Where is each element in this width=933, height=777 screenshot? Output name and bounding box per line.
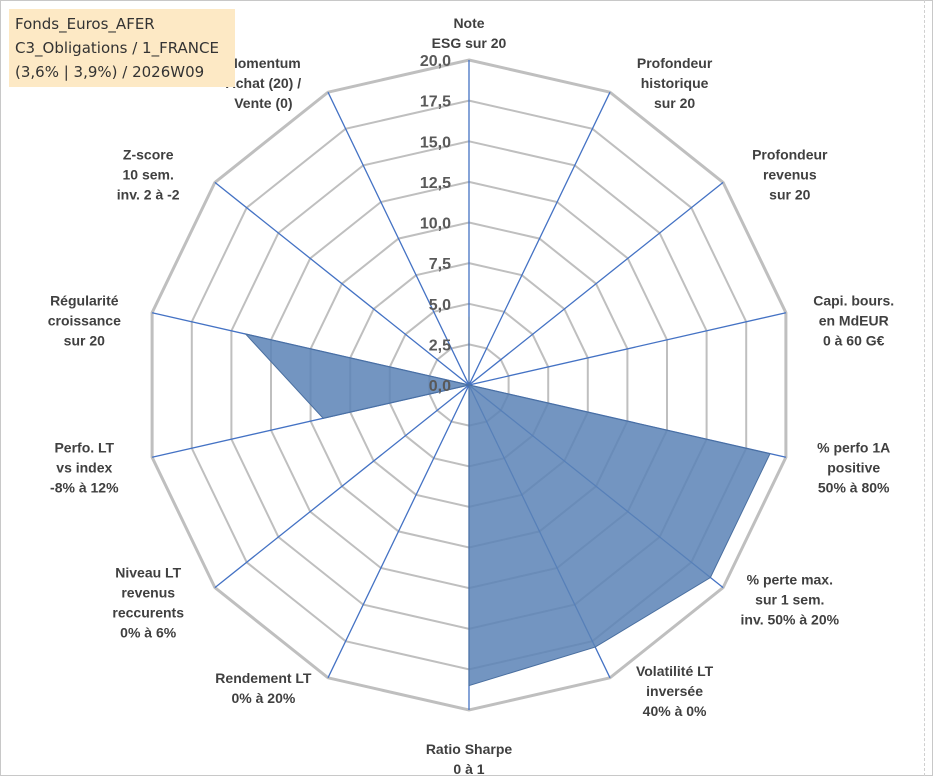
axis-spoke-3 — [468, 312, 787, 386]
category-label-8: Rendement LT 0% à 20% — [215, 670, 312, 706]
category-label-line: Profondeur — [637, 55, 713, 71]
category-label-line: Note — [453, 15, 484, 31]
category-label-line: Vente (0) — [234, 95, 292, 111]
category-label-line: Capi. bours. — [813, 292, 894, 308]
axis-spoke-9 — [214, 384, 470, 589]
category-label-line: Volatilité LT — [636, 663, 714, 679]
category-label-line: positive — [827, 460, 880, 476]
series-layer — [244, 316, 771, 687]
category-label-line: vs index — [56, 460, 112, 476]
tick-layer: 0,0 2,5 5,0 7,5 10,0 12,5 15,0 17,5 20,0 — [420, 53, 451, 395]
category-label-line: Ratio Sharpe — [426, 741, 513, 757]
category-label-0: Note ESG sur 20 — [432, 15, 507, 51]
category-label-line: Achat (20) / — [226, 75, 302, 91]
title-line-category: C3_Obligations / 1_FRANCE — [15, 39, 219, 57]
category-label-line: Niveau LT — [115, 564, 181, 580]
tick-label: 2,5 — [429, 337, 451, 354]
category-label-line: en MdEUR — [819, 312, 889, 328]
category-label-4: % perfo 1A positive 50% à 80% — [817, 440, 890, 496]
tick-label: 15,0 — [420, 134, 451, 151]
category-label-2: Profondeur revenus sur 20 — [752, 147, 828, 203]
category-label-line: inv. 2 à -2 — [117, 187, 180, 203]
category-label-13: Momentum Achat (20) / Vente (0) — [226, 55, 302, 111]
category-label-line: sur 1 sem. — [755, 591, 824, 607]
category-label-line: croissance — [48, 312, 121, 328]
tick-label: 7,5 — [429, 256, 451, 273]
axis-spoke-13 — [327, 91, 470, 386]
category-label-line: 50% à 80% — [818, 480, 890, 496]
category-label-line: % perfo 1A — [817, 440, 890, 456]
category-label-line: Z-score — [123, 147, 174, 163]
category-label-line: Momentum — [226, 55, 301, 71]
title-line-fund: Fonds_Euros_AFER — [15, 15, 155, 33]
category-label-line: Rendement LT — [215, 670, 312, 686]
category-label-line: sur 20 — [769, 187, 810, 203]
category-label-line: sur 20 — [654, 95, 695, 111]
tick-label: 20,0 — [420, 53, 451, 70]
category-label-line: Perfo. LT — [54, 440, 114, 456]
category-label-line: 0 à 1 — [453, 761, 484, 777]
axis-spoke-12 — [214, 181, 470, 386]
series-area-0 — [244, 316, 771, 687]
category-label-layer: Note ESG sur 20 Profondeur historique sur 20… — [48, 15, 894, 777]
category-label-line: inv. 50% à 20% — [741, 611, 840, 627]
category-label-10: Perfo. LT vs index -8% à 12% — [50, 440, 119, 496]
tick-label: 5,0 — [429, 297, 451, 314]
tick-label: 12,5 — [420, 175, 451, 192]
category-label-line: revenus — [121, 584, 175, 600]
chart-title-box: Fonds_Euros_AFER C3_Obligations / 1_FRAN… — [9, 9, 235, 87]
category-label-line: inversée — [646, 683, 703, 699]
chart-area-edge — [924, 0, 926, 776]
category-label-3: Capi. bours. en MdEUR 0 à 60 G€ — [813, 292, 894, 348]
category-label-6: Volatilité LT inversée 40% à 0% — [636, 663, 714, 719]
category-label-1: Profondeur historique sur 20 — [637, 55, 713, 111]
category-label-12: Z-score 10 sem. inv. 2 à -2 — [117, 147, 180, 203]
tick-label: 10,0 — [420, 216, 451, 233]
category-label-line: Profondeur — [752, 147, 828, 163]
category-label-line: 10 sem. — [123, 167, 174, 183]
category-label-line: 0% à 6% — [120, 624, 177, 640]
category-label-line: sur 20 — [64, 332, 105, 348]
category-label-line: -8% à 12% — [50, 480, 119, 496]
category-label-5: % perte max. sur 1 sem. inv. 50% à 20% — [741, 571, 840, 627]
category-label-line: reccurents — [112, 604, 184, 620]
category-label-line: % perte max. — [747, 571, 833, 587]
category-label-line: historique — [641, 75, 709, 91]
category-label-9: Niveau LT revenus reccurents 0% à 6% — [112, 564, 184, 640]
tick-label: 17,5 — [420, 94, 451, 111]
axis-spoke-8 — [327, 384, 470, 679]
axis-spoke-1 — [468, 91, 611, 386]
category-label-11: Régularité croissance sur 20 — [48, 292, 121, 348]
title-line-period: (3,6% | 3,9%) / 2026W09 — [15, 63, 205, 81]
category-label-line: Régularité — [50, 292, 119, 308]
category-label-line: revenus — [763, 167, 817, 183]
category-label-line: ESG sur 20 — [432, 35, 507, 51]
category-label-7: Ratio Sharpe 0 à 1 — [426, 741, 513, 777]
category-label-line: 0 à 60 G€ — [823, 332, 885, 348]
category-label-line: 0% à 20% — [231, 690, 295, 706]
tick-label: 0,0 — [429, 378, 451, 395]
axis-spoke-2 — [468, 181, 724, 386]
category-label-line: 40% à 0% — [643, 703, 707, 719]
